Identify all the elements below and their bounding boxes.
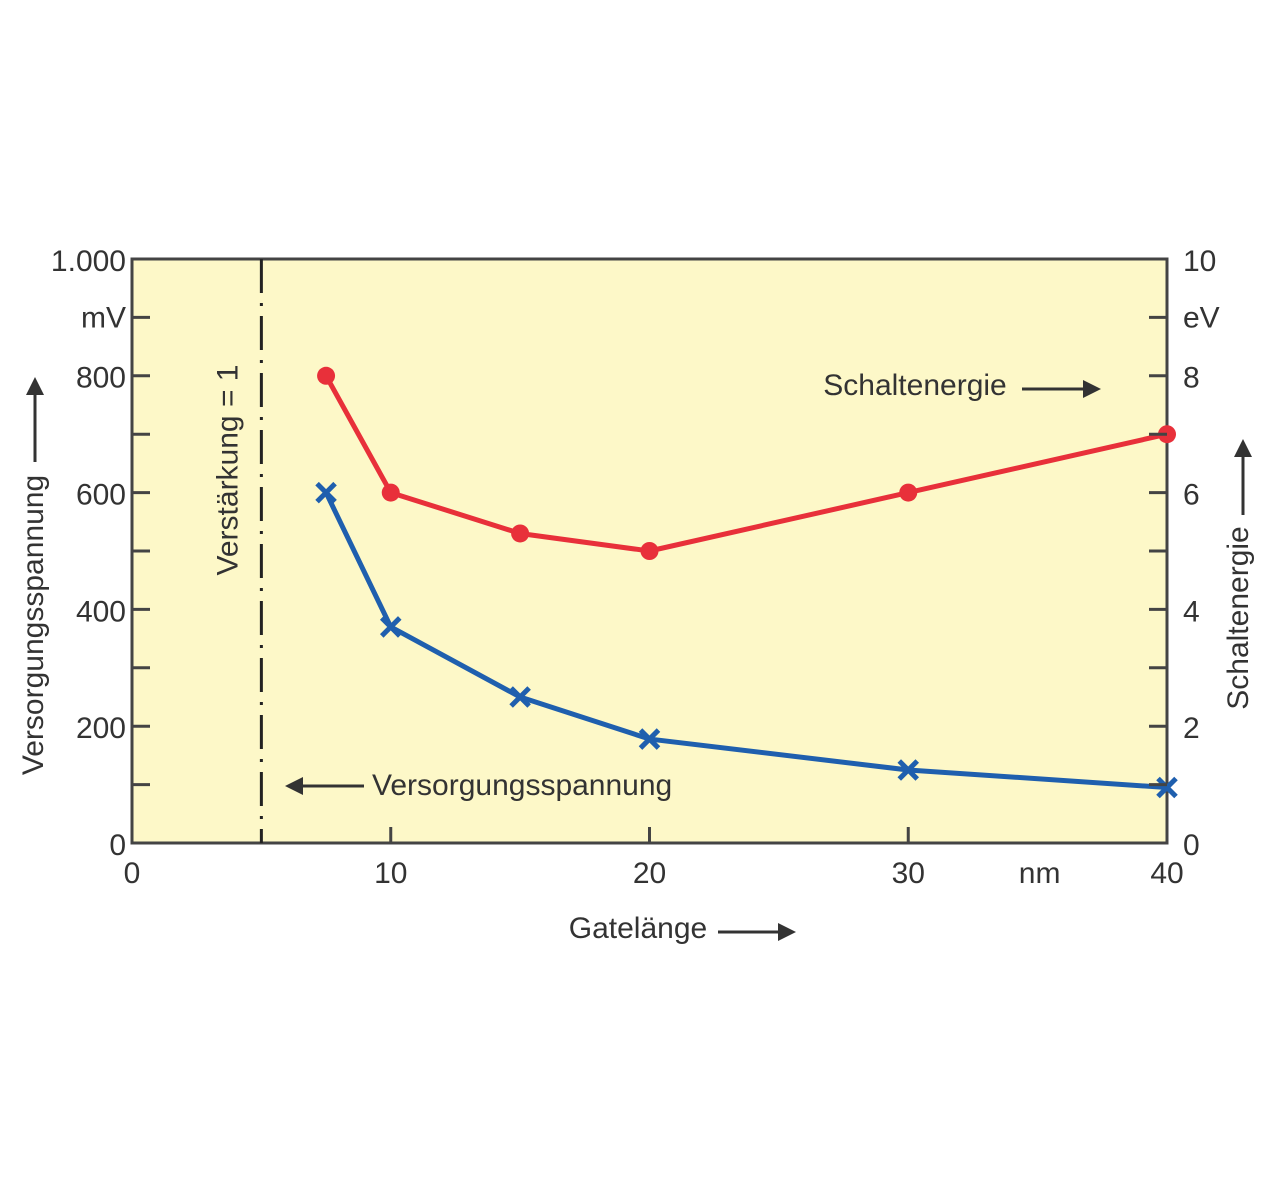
x-tick-label: 0 [124,857,141,890]
y2-tick-label: 4 [1183,595,1200,628]
series-line [323,491,1168,791]
y2-axis-label: Schaltenergie [1222,526,1255,709]
x-tick-label: 10 [374,857,407,890]
x-unit: nm [1019,857,1061,890]
y-unit: mV [81,301,126,334]
series-label: Schaltenergie [823,369,1006,402]
y2-tick-label: 8 [1183,362,1200,395]
point [317,366,336,385]
point [899,483,918,502]
point [638,728,661,750]
y-tick-label: 0 [109,829,126,862]
y2-tick-label: 10 [1183,245,1216,278]
point [511,524,530,543]
point [315,481,337,504]
y-tick-label: 800 [76,362,126,395]
x-tick-label: 40 [1150,857,1183,890]
annotation: Verstärkung = 1 [211,365,244,576]
x-tick-label: 20 [633,857,666,890]
point [1156,776,1178,799]
point [509,686,531,708]
y-tick-label: 600 [76,479,126,512]
y-tick-label: 1.000 [51,245,126,278]
x-tick-label: 30 [892,857,925,890]
y-axis-label: Versorgungsspannung [17,475,50,775]
y2-tick-label: 0 [1183,829,1200,862]
y-tick-label: 400 [76,595,126,628]
series-line [323,374,1168,554]
y2-tick-label: 6 [1183,479,1200,512]
y2-unit: eV [1183,301,1220,334]
point [379,616,402,638]
y-tick-label: 200 [76,712,126,745]
y2-tick-label: 2 [1183,712,1200,745]
x-axis-label: Gatelänge [569,912,707,945]
point [640,542,659,560]
point [897,759,920,781]
series-label: Versorgungsspannung [372,769,672,802]
point [381,483,400,502]
